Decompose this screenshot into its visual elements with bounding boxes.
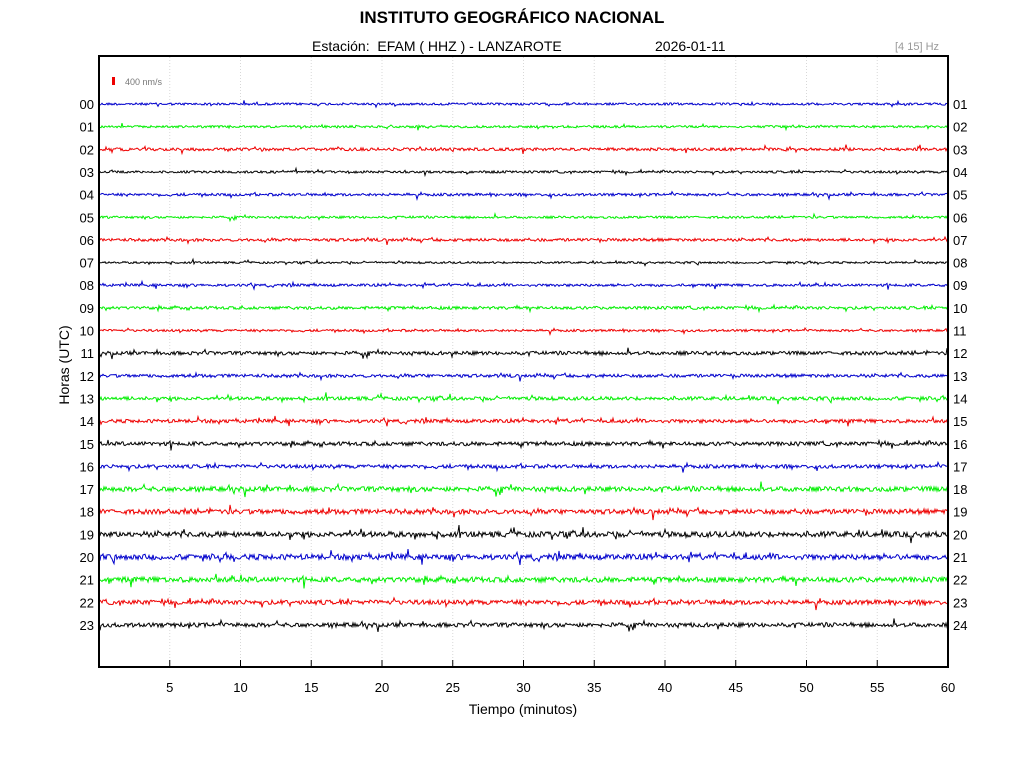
station-label: Estación: EFAM ( HHZ ) - LANZAROTE <box>312 38 562 54</box>
row-label-right: 22 <box>953 573 967 588</box>
trace-05 <box>98 211 949 223</box>
row-label-left: 08 <box>80 278 94 293</box>
plot-frame <box>98 55 949 668</box>
row-label-right: 09 <box>953 278 967 293</box>
trace-21 <box>98 573 949 589</box>
row-label-right: 20 <box>953 527 967 542</box>
row-label-left: 18 <box>80 505 94 520</box>
trace-16 <box>98 460 949 473</box>
row-label-left: 21 <box>80 573 94 588</box>
row-label-left: 10 <box>80 324 94 339</box>
row-label-right: 17 <box>953 459 967 474</box>
row-label-left: 04 <box>80 188 94 203</box>
row-label-right: 11 <box>953 324 967 339</box>
y-axis-title: Horas (UTC) <box>56 325 72 404</box>
row-label-right: 03 <box>953 142 967 157</box>
row-label-right: 19 <box>953 505 967 520</box>
trace-03 <box>98 166 949 178</box>
row-label-right: 21 <box>953 550 967 565</box>
x-tick-label: 25 <box>446 680 460 695</box>
x-tick-label: 40 <box>658 680 672 695</box>
x-tick-label: 30 <box>516 680 530 695</box>
x-tick-label: 50 <box>799 680 813 695</box>
row-label-left: 00 <box>80 97 94 112</box>
x-tick-label: 5 <box>166 680 173 695</box>
trace-04 <box>98 190 948 201</box>
row-label-left: 14 <box>80 414 94 429</box>
row-label-right: 10 <box>953 301 967 316</box>
trace-08 <box>98 279 949 291</box>
scale-bar-label: 400 nm/s <box>125 77 163 87</box>
x-tick-label: 55 <box>870 680 884 695</box>
row-label-right: 05 <box>953 188 967 203</box>
trace-09 <box>98 303 949 314</box>
x-tick-label: 60 <box>941 680 955 695</box>
trace-11 <box>98 347 949 360</box>
row-label-left: 16 <box>80 459 94 474</box>
trace-13 <box>98 391 949 405</box>
row-label-right: 18 <box>953 482 967 497</box>
trace-10 <box>98 326 949 337</box>
trace-00 <box>98 99 949 109</box>
x-tick-label: 15 <box>304 680 318 695</box>
row-label-left: 06 <box>80 233 94 248</box>
row-label-right: 04 <box>953 165 967 180</box>
row-label-left: 13 <box>80 391 94 406</box>
x-axis-title: Tiempo (minutos) <box>469 701 577 717</box>
row-label-right: 14 <box>953 391 967 406</box>
trace-20 <box>98 549 949 566</box>
trace-06 <box>98 235 949 246</box>
trace-01 <box>98 122 949 132</box>
row-labels: 00 01 01 02 02 03 03 04 04 05 05 06 06 07 07 08 08 09 09 10… <box>80 97 968 633</box>
trace-15 <box>98 438 948 451</box>
row-label-right: 12 <box>953 346 967 361</box>
scale-bar-mark <box>112 77 115 85</box>
chart-title: INSTITUTO GEOGRÁFICO NACIONAL <box>359 8 665 27</box>
row-label-right: 16 <box>953 437 967 452</box>
trace-02 <box>98 144 949 156</box>
row-label-right: 24 <box>953 618 967 633</box>
row-label-left: 11 <box>81 346 95 361</box>
row-label-right: 15 <box>953 414 967 429</box>
row-label-right: 02 <box>953 120 967 135</box>
row-label-left: 05 <box>80 210 94 225</box>
seismic-traces <box>98 99 949 632</box>
trace-18 <box>98 504 949 521</box>
frequency-band-label: [4 15] Hz <box>895 41 940 53</box>
row-label-left: 15 <box>80 437 94 452</box>
x-tick-label: 45 <box>729 680 743 695</box>
trace-17 <box>98 481 949 498</box>
row-label-right: 23 <box>953 595 967 610</box>
row-label-right: 01 <box>953 97 967 112</box>
row-label-left: 17 <box>80 482 94 497</box>
row-label-right: 13 <box>953 369 967 384</box>
trace-23 <box>98 618 949 632</box>
row-label-left: 07 <box>80 256 94 271</box>
trace-14 <box>98 414 949 427</box>
row-label-right: 06 <box>953 210 967 225</box>
x-tick-label: 35 <box>587 680 601 695</box>
row-label-left: 02 <box>80 142 94 157</box>
trace-19 <box>98 525 949 544</box>
row-label-left: 12 <box>80 369 94 384</box>
x-axis-ticks: 5 10 15 20 25 30 35 40 45 50 55 60 <box>166 660 955 695</box>
trace-12 <box>98 371 949 382</box>
row-label-right: 07 <box>953 233 967 248</box>
date-label: 2026-01-11 <box>655 38 726 54</box>
row-label-left: 09 <box>80 301 94 316</box>
row-label-left: 22 <box>80 595 94 610</box>
row-label-left: 01 <box>80 120 94 135</box>
x-tick-label: 10 <box>233 680 247 695</box>
scale-bar: 400 nm/s <box>112 77 163 87</box>
trace-22 <box>98 596 949 611</box>
row-label-left: 23 <box>80 618 94 633</box>
x-tick-label: 20 <box>375 680 389 695</box>
grid-lines <box>169 57 878 666</box>
row-label-right: 08 <box>953 256 967 271</box>
trace-07 <box>98 257 948 267</box>
row-label-left: 03 <box>80 165 94 180</box>
row-label-left: 19 <box>80 527 94 542</box>
row-label-left: 20 <box>80 550 94 565</box>
